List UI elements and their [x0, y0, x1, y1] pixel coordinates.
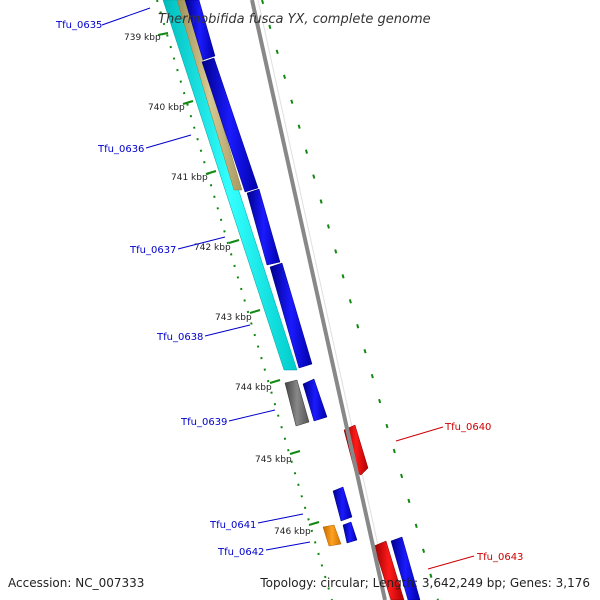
gene-label-tfu-0639: Tfu_0639 — [180, 417, 227, 428]
ticks-layer: 739 kbp 740 kbp 741 kbp 742 kbp 743 kbp … — [124, 32, 320, 537]
tick-mark-744 — [269, 379, 281, 384]
leader-tfu-0641 — [257, 513, 304, 524]
tan-feature — [176, 0, 243, 191]
map-title: Thermobifida fusca YX, complete genome — [158, 12, 431, 27]
gene-block-tfu-0642 — [342, 521, 358, 544]
gene-label-tfu-0638: Tfu_0638 — [156, 332, 203, 343]
gene-block-tfu-0638 — [269, 262, 313, 369]
accession-text: Accession: NC_007333 — [8, 576, 144, 590]
backbone-shadow — [257, 0, 391, 600]
gene-label-tfu-0640: Tfu_0640 — [444, 422, 491, 433]
tick-label-739: 739 kbp — [124, 33, 161, 43]
leader-tfu-0636 — [145, 134, 192, 149]
tick-label-744: 744 kbp — [235, 383, 272, 393]
gene-label-tfu-0642: Tfu_0642 — [217, 547, 264, 558]
gene-label-tfu-0636: Tfu_0636 — [97, 144, 144, 155]
leader-tfu-0642 — [265, 541, 311, 551]
gene-label-tfu-0635: Tfu_0635 — [55, 20, 102, 31]
tick-mark-746 — [308, 521, 320, 526]
genome-summary-text: Topology: circular; Length: 3,642,249 bp… — [259, 576, 590, 590]
tick-mark-739 — [157, 32, 169, 36]
gene-block-tfu-0639 — [302, 378, 328, 422]
cyan-feature — [162, 0, 298, 371]
leader-tfu-0639 — [228, 409, 276, 422]
gene-block-neighbor — [390, 536, 421, 600]
leader-tfu-0637 — [177, 236, 226, 250]
gene-labels: Tfu_0635 Tfu_0636 Tfu_0637 Tfu_0638 Tfu_… — [55, 20, 523, 563]
gene-block-tfu-0635 — [184, 0, 216, 61]
gray-feature — [284, 379, 310, 427]
tick-label-745: 745 kbp — [255, 455, 292, 465]
tick-mark-745 — [289, 450, 301, 455]
gene-label-tfu-0637: Tfu_0637 — [129, 245, 176, 256]
gene-label-tfu-0641: Tfu_0641 — [209, 520, 256, 531]
genome-backbone — [250, 0, 387, 600]
tick-label-743: 743 kbp — [215, 313, 252, 323]
orange-feature — [322, 524, 342, 547]
gene-leaders — [101, 7, 475, 570]
tick-rail-inner — [156, 0, 333, 600]
gene-block-tfu-0637 — [246, 188, 281, 266]
gene-block-tfu-0636 — [201, 57, 259, 193]
tick-mark-743 — [249, 309, 261, 314]
tick-mark-740 — [182, 100, 194, 105]
tick-label-742: 742 kbp — [194, 243, 231, 253]
gene-block-tfu-0641 — [332, 486, 353, 522]
tick-mark-742 — [228, 239, 240, 244]
tick-rail-outer — [261, 0, 439, 600]
tick-label-746: 746 kbp — [274, 527, 311, 537]
gene-label-tfu-0643: Tfu_0643 — [476, 552, 523, 563]
leader-tfu-0635 — [101, 7, 151, 26]
gene-block-tfu-0643 — [373, 540, 405, 600]
leader-tfu-0643 — [427, 555, 475, 570]
tick-label-741: 741 kbp — [171, 173, 208, 183]
tick-label-740: 740 kbp — [148, 103, 185, 113]
leader-tfu-0638 — [204, 324, 251, 337]
tick-mark-741 — [205, 170, 217, 175]
leader-tfu-0640 — [395, 426, 444, 442]
